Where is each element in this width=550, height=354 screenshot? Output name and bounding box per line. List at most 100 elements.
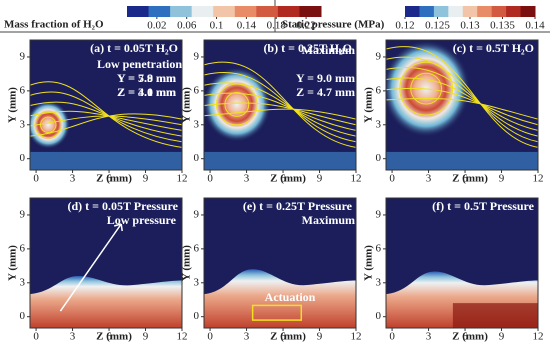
streamline <box>204 108 356 120</box>
y-tick-label: 3 <box>20 276 26 288</box>
colorbar-swatch <box>170 6 193 17</box>
plot-frame <box>203 197 357 329</box>
colorbar-tick-label: 0.22 <box>296 20 315 32</box>
streamline <box>30 101 182 137</box>
y-tick-label: 9 <box>20 50 26 62</box>
plot-frame <box>385 197 539 329</box>
annotation: Maximum <box>302 213 355 227</box>
colorbar-tick-label: 0.125 <box>425 20 450 32</box>
streamline <box>30 81 182 148</box>
pressure-field <box>30 276 182 328</box>
colorbar-tick-label: 0.14 <box>237 20 257 32</box>
colorbar-tick-label: 0.06 <box>177 20 197 32</box>
y-tick-label: 3 <box>376 118 382 130</box>
x-tick-label: 9 <box>143 331 149 343</box>
x-tick-label: 6 <box>106 331 112 343</box>
y-tick-label: 6 <box>194 242 200 254</box>
streamline <box>386 67 538 137</box>
jet-blob <box>204 67 271 142</box>
y-tick-label: 9 <box>194 50 200 62</box>
annotation: Z = 4.0 mm <box>117 85 176 99</box>
streamline <box>204 72 356 143</box>
y-tick-label: 6 <box>376 84 382 96</box>
x-tick-label: 9 <box>143 173 149 185</box>
floor-layer <box>386 151 538 170</box>
x-tick-label: 6 <box>462 331 468 343</box>
annotation: Y = 7.8 mm <box>117 71 176 85</box>
y-tick-label: 3 <box>376 276 382 288</box>
pressure-field <box>204 269 356 328</box>
y-tick-label: 6 <box>20 84 26 96</box>
colorbar-label: Static pressure (MPa) <box>282 19 385 31</box>
streamline <box>386 56 538 143</box>
field <box>30 198 182 328</box>
colorbar-swatch <box>213 6 236 17</box>
high-pressure <box>452 303 538 328</box>
y-tick-label: 6 <box>20 242 26 254</box>
x-tick-label: 9 <box>499 331 505 343</box>
y-tick-label: 9 <box>376 50 382 62</box>
x-tick-label: 12 <box>533 331 544 343</box>
colorbar-swatch <box>491 6 507 17</box>
x-tick-label: 0 <box>33 173 39 185</box>
y-axis-label: Y (mm) <box>7 245 19 281</box>
panel-title: (b) t = 0.25T H₂O <box>263 41 352 55</box>
annotation: Maximum <box>302 43 355 57</box>
annotation: Z = 3.1 mm <box>117 85 176 99</box>
y-axis-label: Y (mm) <box>363 245 375 281</box>
panel-title: (f) t = 0.5T Pressure <box>432 199 534 213</box>
vortex <box>399 61 454 116</box>
actuation-box <box>251 304 303 321</box>
x-tick-label: 3 <box>244 331 250 343</box>
field <box>386 198 538 328</box>
vortex <box>410 72 443 105</box>
panel-title: (e) t = 0.25T Pressure <box>243 199 353 213</box>
colorbar-tick-label: 0.02 <box>147 20 166 32</box>
x-tick-label: 9 <box>317 173 323 185</box>
y-tick-label: 0 <box>20 152 26 164</box>
y-tick-label: 0 <box>20 310 26 322</box>
x-tick-label: 3 <box>426 331 432 343</box>
colorbar-swatch <box>234 6 257 17</box>
x-tick-label: 12 <box>177 173 188 185</box>
colorbar-swatch <box>405 6 420 17</box>
y-tick-label: 6 <box>194 84 200 96</box>
y-tick-label: 0 <box>194 152 200 164</box>
x-tick-label: 3 <box>70 331 76 343</box>
y-tick-label: 3 <box>194 118 200 130</box>
colorbar-swatch <box>433 6 449 17</box>
y-tick-label: 6 <box>376 242 382 254</box>
colorbar-swatch <box>277 6 300 17</box>
x-tick-label: 12 <box>351 331 362 343</box>
panel: 0 3 6 9 12 0 3 6 9 Z (mm) Y (mm) (b) t = 0.25T H₂O Y… <box>117 39 362 185</box>
x-axis-label: Z (mm) <box>452 173 488 185</box>
colorbar-swatch <box>191 6 214 17</box>
y-tick-label: 3 <box>194 276 200 288</box>
annotation: Actuation <box>265 290 316 304</box>
plot-frame <box>29 197 183 329</box>
streamline <box>386 46 538 148</box>
x-axis-label: Z (mm) <box>270 331 306 343</box>
colorbar-swatch <box>520 6 536 17</box>
x-axis-label: Z (mm) <box>270 173 306 185</box>
colorbar-tick-label: 0.14 <box>525 20 545 32</box>
streamline <box>204 102 356 126</box>
annotation: Y = 9.0 mm <box>296 71 355 85</box>
x-tick-label: 6 <box>462 173 468 185</box>
streamline <box>204 82 356 137</box>
floor-layer <box>204 151 356 170</box>
plot-frame <box>203 39 357 171</box>
jet-blob <box>30 100 71 149</box>
field <box>30 40 182 170</box>
field <box>386 40 538 170</box>
x-tick-label: 0 <box>389 331 395 343</box>
colorbar-swatch <box>299 6 322 17</box>
vortex <box>34 111 62 139</box>
colorbar-swatch <box>127 6 150 17</box>
x-tick-label: 0 <box>207 331 213 343</box>
x-axis-label: Z (mm) <box>96 331 132 343</box>
y-tick-label: 0 <box>194 310 200 322</box>
x-axis-label: Z (mm) <box>96 173 132 185</box>
y-axis-label: Y (mm) <box>7 87 19 123</box>
